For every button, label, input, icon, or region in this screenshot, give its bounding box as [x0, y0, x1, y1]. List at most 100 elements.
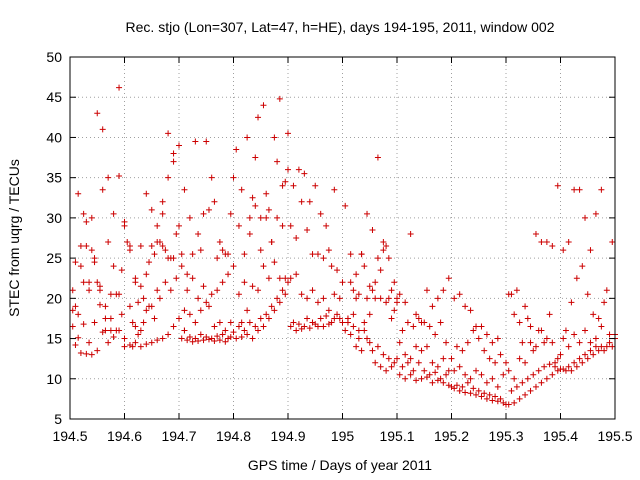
data-point: [557, 351, 564, 358]
data-point: [137, 343, 144, 350]
data-point: [418, 347, 425, 354]
data-point: [328, 319, 335, 326]
data-point: [489, 339, 496, 346]
data-point: [535, 327, 542, 334]
data-point: [396, 291, 403, 298]
data-point: [576, 355, 583, 362]
data-point: [235, 323, 242, 330]
data-point: [429, 359, 436, 366]
data-point: [72, 341, 79, 348]
data-point: [320, 323, 327, 330]
data-point: [350, 287, 357, 294]
data-point: [603, 343, 610, 350]
data-point: [364, 210, 371, 217]
data-point: [69, 287, 76, 294]
data-point: [546, 361, 553, 368]
data-point: [549, 339, 556, 346]
y-tick-label: 5: [54, 411, 62, 427]
data-point: [481, 390, 488, 397]
data-point: [238, 319, 245, 326]
data-point: [571, 186, 578, 193]
data-point: [355, 291, 362, 298]
data-point: [486, 391, 493, 398]
data-point: [77, 243, 84, 250]
data-point: [72, 259, 79, 266]
data-point: [361, 319, 368, 326]
data-point: [148, 303, 155, 310]
data-point: [554, 182, 561, 189]
data-point: [527, 387, 534, 394]
data-point: [380, 239, 387, 246]
data-points: [69, 84, 618, 408]
data-point: [214, 255, 221, 262]
data-point: [241, 327, 248, 334]
data-point: [336, 315, 343, 322]
data-point: [205, 303, 212, 310]
data-point: [304, 295, 311, 302]
data-point: [301, 170, 308, 177]
x-tick-label: 195.4: [543, 428, 578, 444]
data-point: [244, 331, 251, 338]
data-point: [587, 347, 594, 354]
data-point: [140, 319, 147, 326]
data-point: [516, 395, 523, 402]
data-point: [178, 335, 185, 342]
data-point: [497, 351, 504, 358]
data-point: [402, 299, 409, 306]
data-point: [429, 379, 436, 386]
data-point: [143, 271, 150, 278]
data-point: [404, 319, 411, 326]
data-point: [453, 382, 460, 389]
data-point: [222, 327, 229, 334]
data-point: [295, 321, 302, 328]
data-point: [554, 355, 561, 362]
data-point: [543, 375, 550, 382]
data-point: [170, 158, 177, 165]
data-point: [527, 339, 534, 346]
data-point: [532, 343, 539, 350]
data-point: [165, 130, 172, 137]
data-point: [219, 331, 226, 338]
data-point: [579, 359, 586, 366]
data-point: [513, 383, 520, 390]
data-point: [497, 395, 504, 402]
data-point: [437, 375, 444, 382]
data-point: [503, 359, 509, 366]
data-point: [121, 218, 128, 225]
data-point: [113, 327, 120, 334]
data-point: [94, 110, 101, 117]
data-point: [189, 275, 196, 282]
data-point: [494, 383, 501, 390]
data-point: [304, 226, 311, 233]
data-point: [399, 363, 406, 370]
data-point: [467, 307, 474, 314]
data-point: [576, 339, 583, 346]
data-point: [249, 194, 256, 201]
y-tick-labels: 5 10 15 20 25 30 35 40 45 50: [46, 49, 62, 427]
data-point: [211, 198, 218, 205]
data-point: [75, 334, 82, 341]
data-point: [290, 319, 297, 326]
data-point: [197, 331, 204, 338]
data-point: [432, 369, 439, 376]
y-tick-label: 10: [46, 371, 62, 387]
data-point: [154, 287, 161, 294]
data-point: [314, 251, 321, 258]
data-point: [293, 271, 300, 278]
data-point: [268, 303, 275, 310]
x-tick-label: 195.5: [597, 428, 632, 444]
data-point: [265, 275, 272, 282]
data-point: [592, 210, 599, 217]
data-point: [459, 347, 466, 354]
data-point: [271, 307, 278, 314]
data-point: [342, 202, 349, 209]
data-point: [274, 158, 281, 165]
x-tick-label: 194.5: [52, 428, 87, 444]
data-point: [358, 347, 365, 354]
data-point: [110, 210, 117, 217]
data-point: [320, 295, 327, 302]
data-point: [203, 138, 210, 145]
data-point: [287, 222, 294, 229]
data-point: [325, 307, 332, 314]
data-point: [227, 333, 234, 340]
